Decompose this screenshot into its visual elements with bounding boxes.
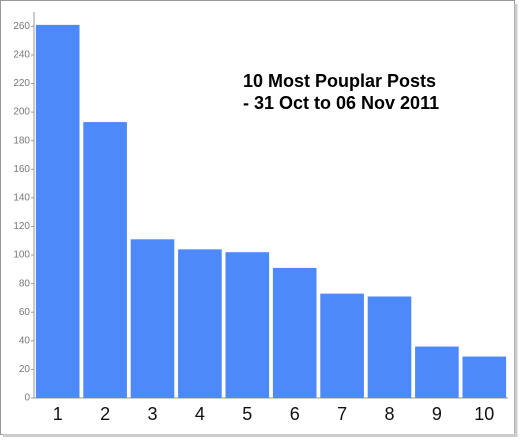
bar	[272, 267, 317, 398]
y-tick-label: 180	[13, 135, 30, 146]
y-tick-label: 260	[13, 21, 30, 32]
bar	[178, 249, 222, 398]
x-tick-label: 3	[147, 404, 157, 424]
y-tick-label: 100	[13, 250, 30, 261]
x-tick-label: 7	[337, 404, 347, 424]
x-tick-label: 2	[100, 404, 110, 424]
y-tick-label: 20	[19, 364, 31, 375]
chart-title: 10 Most Pouplar Posts	[243, 71, 436, 91]
bar	[35, 24, 80, 398]
bar	[83, 122, 127, 398]
y-tick-label: 220	[13, 78, 30, 89]
x-tick-label: 9	[432, 404, 442, 424]
bar	[130, 239, 175, 398]
y-tick-label: 240	[13, 50, 30, 61]
bar	[367, 296, 412, 398]
y-tick-label: 60	[19, 307, 31, 318]
bar	[320, 293, 364, 398]
bar	[415, 346, 459, 398]
x-tick-label: 10	[474, 404, 494, 424]
y-tick-label: 40	[19, 335, 31, 346]
x-tick-label: 4	[195, 404, 205, 424]
x-tick-label: 5	[242, 404, 252, 424]
y-tick-label: 120	[13, 221, 30, 232]
bar	[462, 356, 507, 398]
y-tick-label: 160	[13, 164, 30, 175]
y-tick-label: 140	[13, 192, 30, 203]
y-tick-label: 200	[13, 107, 30, 118]
y-tick-label: 80	[19, 278, 31, 289]
x-tick-label: 1	[53, 404, 63, 424]
bar	[225, 252, 270, 398]
x-tick-label: 8	[384, 404, 394, 424]
x-tick-label: 6	[290, 404, 300, 424]
chart-subtitle: - 31 Oct to 06 Nov 2011	[243, 93, 439, 113]
y-tick-label: 0	[24, 393, 30, 404]
